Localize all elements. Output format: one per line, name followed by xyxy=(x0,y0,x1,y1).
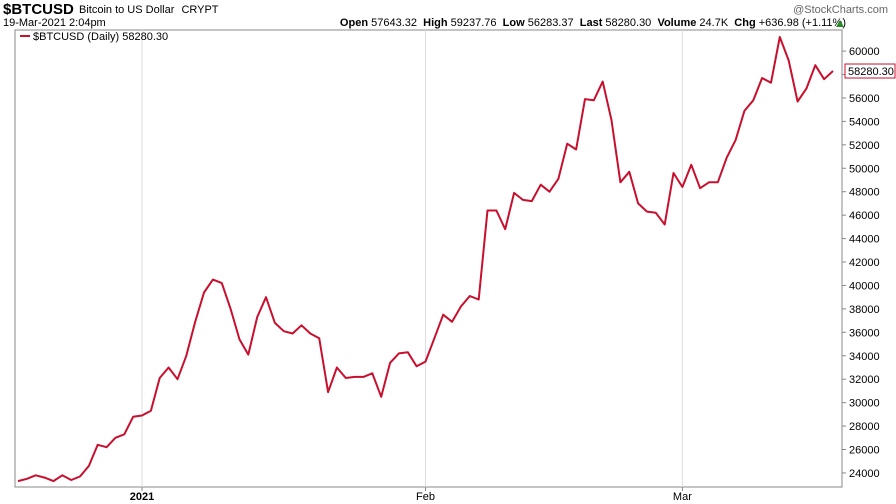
y-tick-label: 44000 xyxy=(849,234,880,246)
plot-area xyxy=(14,29,843,488)
symbol-name: Bitcoin to US Dollar CRYPT xyxy=(79,4,219,16)
y-tick-label: 32000 xyxy=(849,374,880,386)
x-tick-label: Feb xyxy=(416,491,435,503)
y-tick-label: 52000 xyxy=(849,140,880,152)
y-tick-label: 36000 xyxy=(849,327,880,339)
last-value: 58280.30 xyxy=(605,17,652,29)
y-tick-label: 26000 xyxy=(849,445,880,457)
exchange-label: CRYPT xyxy=(181,4,219,16)
last-value-marker: 58280.30 xyxy=(844,63,896,79)
change-label: Chg xyxy=(734,17,756,29)
symbol-ticker: $BTCUSD xyxy=(3,1,74,18)
y-tick-label: 24000 xyxy=(849,468,880,480)
price-line xyxy=(17,36,834,483)
up-arrow-icon xyxy=(836,20,844,27)
x-axis-ticks: 2021 Feb Mar xyxy=(130,487,692,503)
low-value: 56283.37 xyxy=(527,17,574,29)
last-value-label: 58280.30 xyxy=(848,66,894,78)
y-tick-label: 34000 xyxy=(849,351,880,363)
y-tick-label: 38000 xyxy=(849,304,880,316)
volume-value: 24.7K xyxy=(699,17,729,29)
y-tick-label: 46000 xyxy=(849,210,880,222)
watermark: @StockCharts.com xyxy=(793,4,888,16)
legend: $BTCUSD (Daily) 58280.30 xyxy=(20,31,168,43)
x-tick-label: Mar xyxy=(673,491,692,503)
high-label: High xyxy=(423,17,448,29)
y-tick-label: 50000 xyxy=(849,163,880,175)
x-gridlines xyxy=(141,30,683,487)
y-tick-label: 40000 xyxy=(849,280,880,292)
quote-stats: Open 57643.32 High 59237.76 Low 56283.37… xyxy=(340,17,846,29)
open-label: Open xyxy=(339,17,369,29)
chart-datetime: 19-Mar-2021 2:04pm xyxy=(3,17,106,29)
symbol-description: Bitcoin to US Dollar xyxy=(79,4,175,16)
y-tick-label: 56000 xyxy=(849,93,880,105)
last-label: Last xyxy=(579,17,603,29)
y-tick-label: 28000 xyxy=(849,421,880,433)
y-tick-label: 54000 xyxy=(849,116,880,128)
open-value: 57643.32 xyxy=(371,17,417,29)
volume-label: Volume xyxy=(657,17,697,29)
change-value: +636.98 (+1.11%) xyxy=(758,17,846,29)
high-value: 59237.76 xyxy=(450,17,497,29)
y-tick-label: 48000 xyxy=(849,187,880,199)
y-tick-label: 60000 xyxy=(849,46,880,58)
y-tick-label: 30000 xyxy=(849,398,880,410)
legend-label: $BTCUSD (Daily) 58280.30 xyxy=(33,31,168,43)
low-label: Low xyxy=(502,17,525,29)
y-tick-label: 42000 xyxy=(849,257,880,269)
last-value-box xyxy=(844,63,896,79)
y-axis-ticks: 24000 26000 28000 30000 32000 34000 36000 38000… xyxy=(842,46,880,480)
x-tick-label: 2021 xyxy=(130,491,154,503)
